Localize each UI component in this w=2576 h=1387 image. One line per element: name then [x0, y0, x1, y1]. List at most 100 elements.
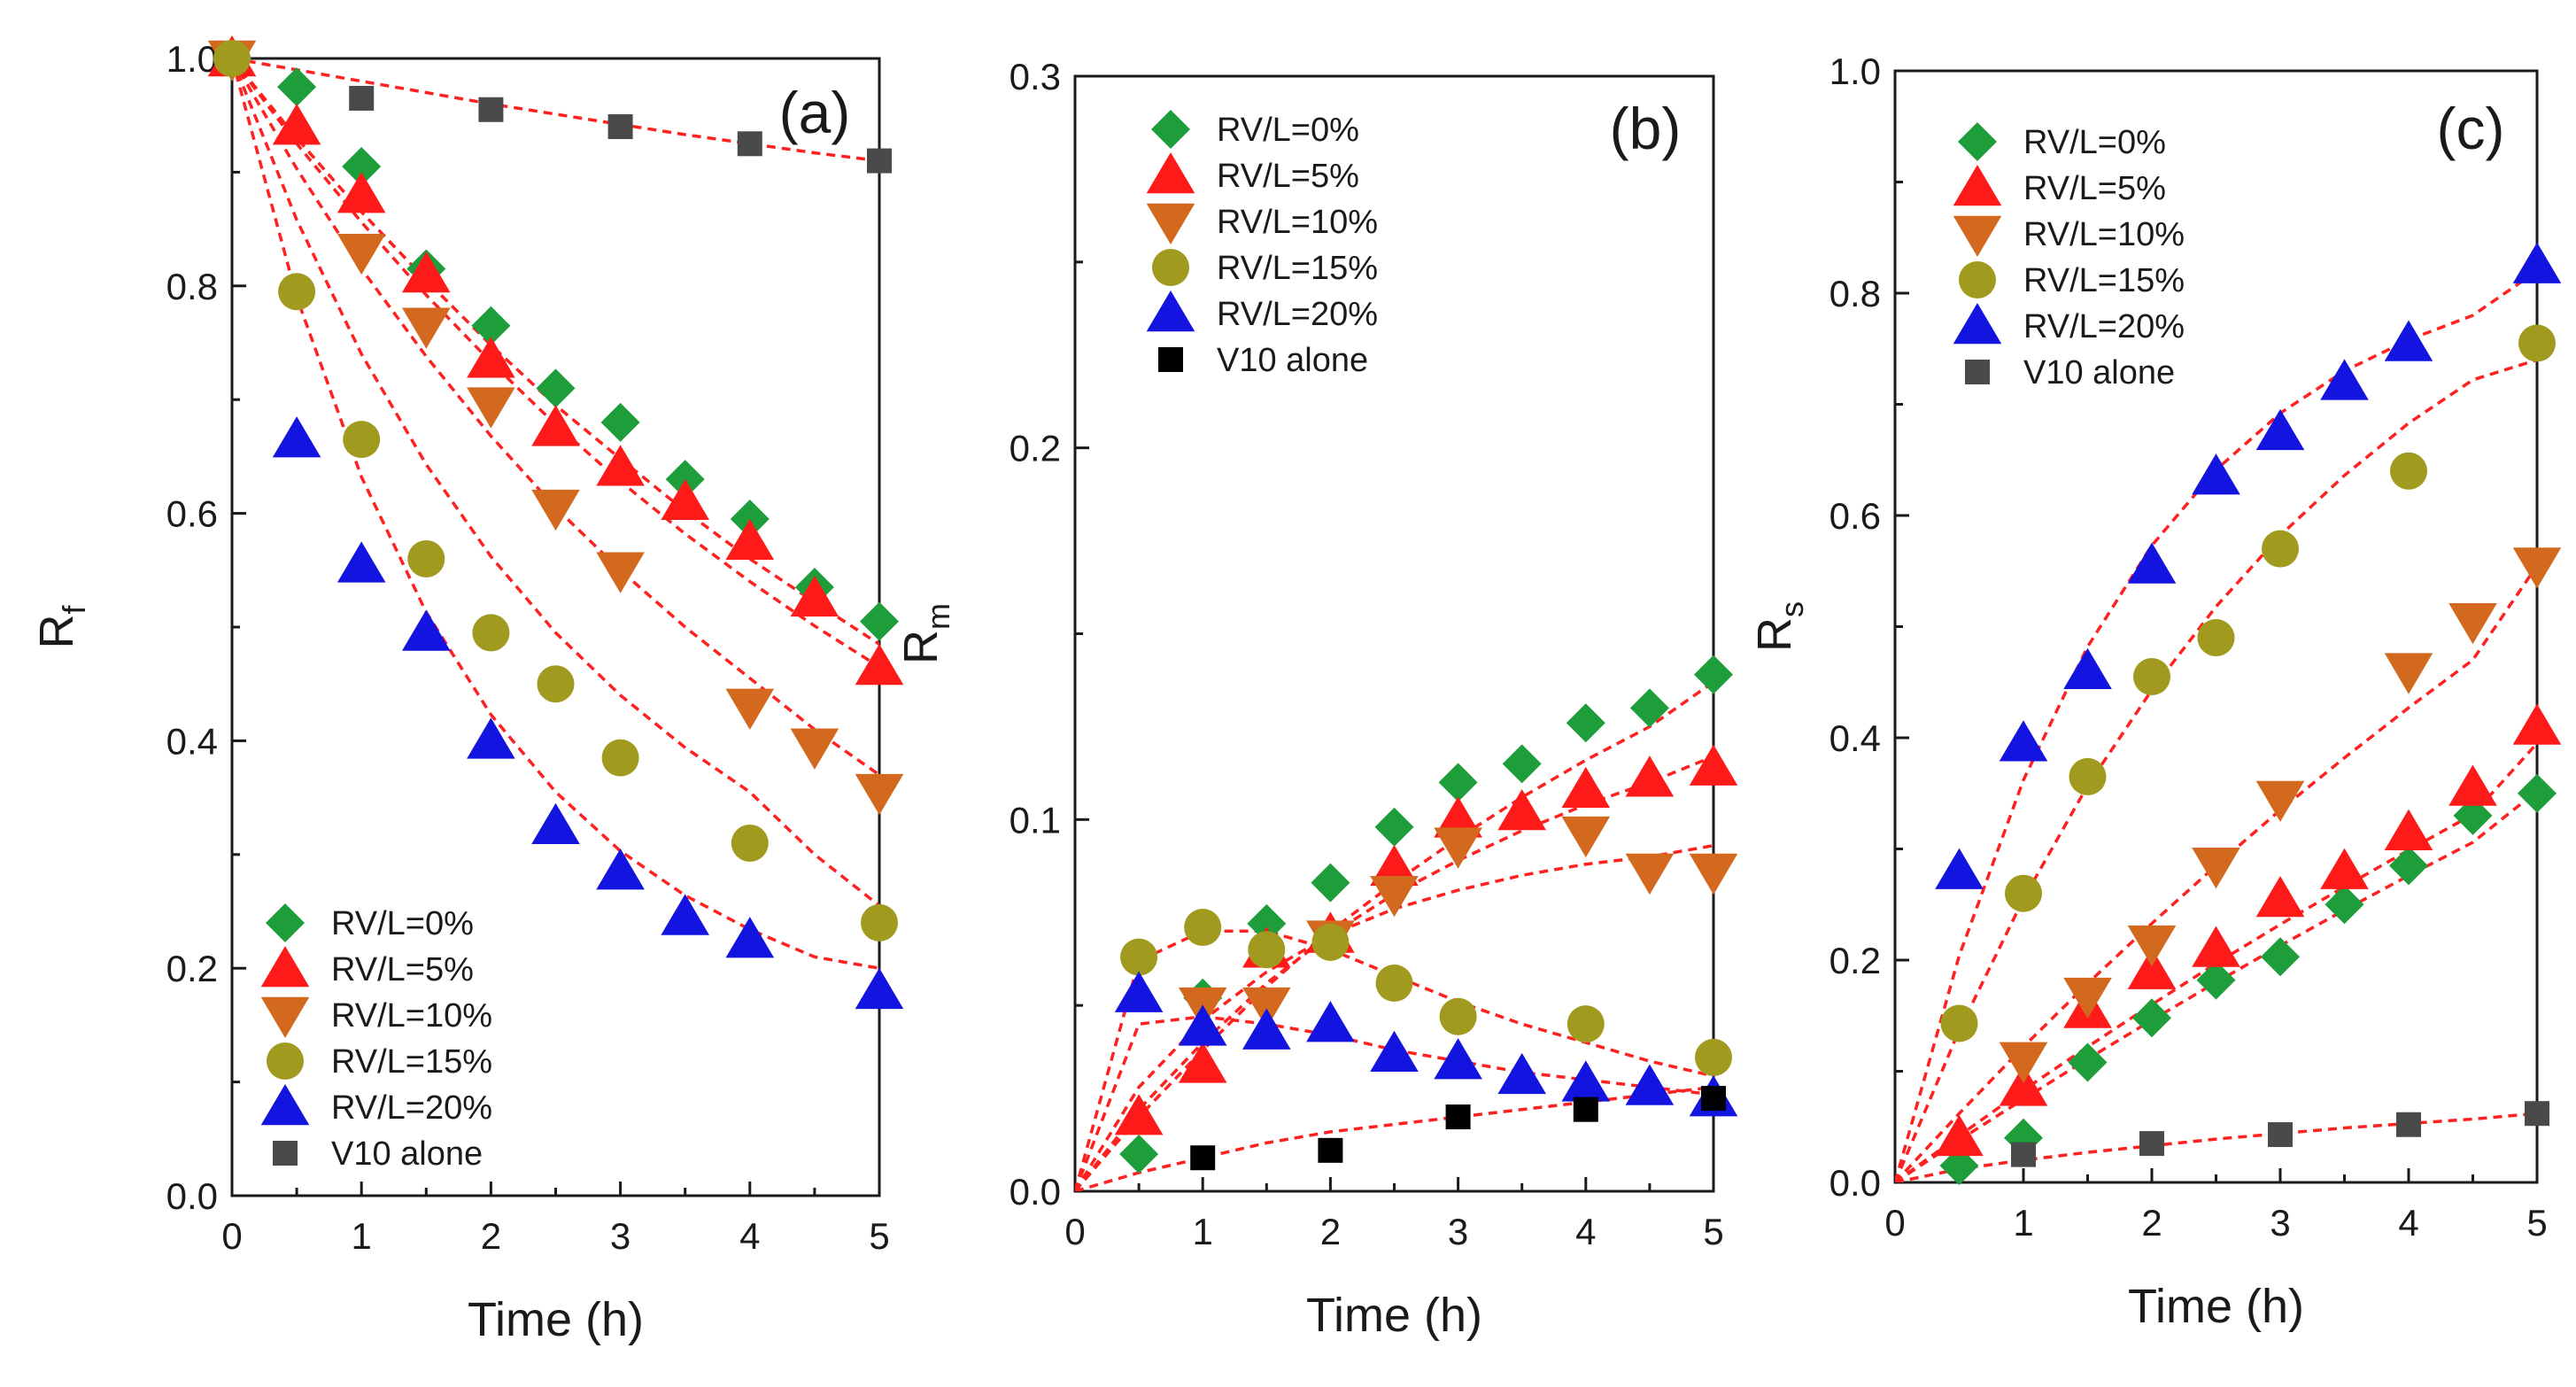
- data-point: [1370, 844, 1419, 887]
- data-point: [2127, 925, 2177, 967]
- y-tick-label: 0.6: [166, 493, 218, 535]
- legend-label: RV/L=15%: [331, 1043, 492, 1081]
- x-tick-label: 2: [481, 1215, 501, 1257]
- series-RV/L=15%: [1120, 909, 1732, 1076]
- data-point: [855, 967, 904, 1010]
- data-point: [867, 148, 892, 174]
- legend-marker: [260, 946, 310, 988]
- x-axis-title: Time (h): [2128, 1280, 2304, 1333]
- series-RV/L=0%: [1119, 655, 1733, 1174]
- data-point: [343, 421, 381, 459]
- data-point: [2325, 885, 2364, 925]
- y-tick-label: 0.0: [166, 1175, 218, 1217]
- data-point: [277, 67, 317, 107]
- series-RV/L=20%: [1935, 242, 2562, 889]
- fit-curve: [232, 58, 879, 646]
- data-point: [601, 739, 639, 777]
- y-tick-label: 0.4: [1830, 717, 1881, 759]
- legend-label: V10 alone: [1217, 342, 1368, 379]
- x-tick-label: 1: [1193, 1211, 1213, 1252]
- legend-marker: [273, 1141, 298, 1166]
- data-point: [1375, 964, 1413, 1002]
- data-point: [1695, 1038, 1732, 1076]
- legend-marker: [1146, 291, 1195, 332]
- data-point: [1178, 1042, 1227, 1083]
- data-point: [725, 688, 775, 730]
- fit-curve: [232, 58, 879, 163]
- series-RV/L=15%: [1940, 324, 2556, 1042]
- data-point: [2192, 926, 2240, 967]
- legend: RV/L=0% RV/L=5% RV/L=10% RV/L=15% RV/L=20% V1…: [1953, 122, 2185, 391]
- legend-marker: [260, 996, 310, 1038]
- fit-curve: [1895, 1112, 2537, 1182]
- legend-marker: [1953, 215, 2002, 257]
- x-tick-label: 5: [869, 1215, 889, 1257]
- plot-frame: [230, 57, 881, 1197]
- legend-label: RV/L=15%: [2023, 262, 2185, 299]
- fit-curve: [1895, 358, 2537, 1182]
- x-tick-label: 3: [610, 1215, 630, 1257]
- data-point: [1114, 1094, 1164, 1135]
- y-tick-label: 0.8: [1830, 273, 1881, 314]
- data-point: [1701, 1086, 1726, 1112]
- data-point: [2512, 242, 2562, 283]
- y-axis-title-main: R: [1748, 617, 1801, 652]
- data-point: [1935, 848, 1984, 889]
- data-point: [407, 539, 445, 577]
- data-point: [2268, 1122, 2293, 1148]
- y-axis-title-subscript: m: [920, 603, 956, 630]
- legend-label: RV/L=20%: [1217, 296, 1378, 333]
- data-point: [1689, 744, 1738, 786]
- legend-label: RV/L=10%: [2023, 216, 2185, 253]
- legend-label: RV/L=20%: [2023, 308, 2185, 345]
- data-point: [2448, 602, 2497, 645]
- data-point: [1566, 703, 1605, 743]
- fit-curve: [232, 58, 879, 970]
- data-point: [2139, 1131, 2164, 1157]
- data-point: [1247, 903, 1287, 943]
- data-point: [2069, 757, 2107, 795]
- data-point: [1374, 807, 1414, 847]
- fit-curve: [1895, 742, 2537, 1182]
- y-tick-label: 0.2: [166, 948, 218, 989]
- legend-label: RV/L=0%: [331, 905, 474, 942]
- panel-label: (a): [779, 80, 851, 145]
- data-point: [790, 728, 839, 770]
- data-point: [1561, 816, 1611, 858]
- data-point: [272, 416, 321, 458]
- series-RV/L=5%: [1935, 703, 2562, 1157]
- data-point: [596, 848, 645, 890]
- x-tick-label: 3: [1448, 1211, 1468, 1252]
- data-point: [1311, 923, 1350, 961]
- data-point: [860, 601, 899, 641]
- data-point: [2320, 848, 2369, 889]
- y-tick-label: 1.0: [1830, 50, 1881, 92]
- data-point: [471, 306, 511, 345]
- legend-label: V10 alone: [331, 1135, 483, 1173]
- legend-label: RV/L=10%: [1217, 204, 1378, 241]
- data-point: [531, 405, 580, 446]
- legend-marker: [1953, 165, 2002, 206]
- data-point: [1625, 755, 1675, 797]
- data-point: [1178, 1004, 1227, 1046]
- data-point: [2011, 1142, 2036, 1167]
- data-point: [1119, 1135, 1159, 1174]
- data-point: [1190, 1145, 1216, 1171]
- data-point: [1573, 1096, 1598, 1122]
- y-tick-label: 0.2: [1010, 428, 1061, 469]
- panel-label: (c): [2437, 96, 2505, 161]
- legend-marker: [266, 903, 305, 942]
- data-point: [478, 97, 504, 122]
- data-point: [1434, 827, 1482, 869]
- y-axis-title-main: R: [30, 615, 83, 649]
- legend-marker: [1146, 152, 1195, 194]
- data-point: [2192, 453, 2240, 495]
- data-point: [596, 445, 645, 486]
- legend-label: RV/L=5%: [2023, 170, 2166, 207]
- data-point: [531, 802, 580, 844]
- x-tick-label: 3: [2270, 1202, 2290, 1244]
- data-point: [855, 643, 904, 686]
- legend-label: RV/L=5%: [1217, 158, 1359, 195]
- data-point: [1248, 931, 1286, 969]
